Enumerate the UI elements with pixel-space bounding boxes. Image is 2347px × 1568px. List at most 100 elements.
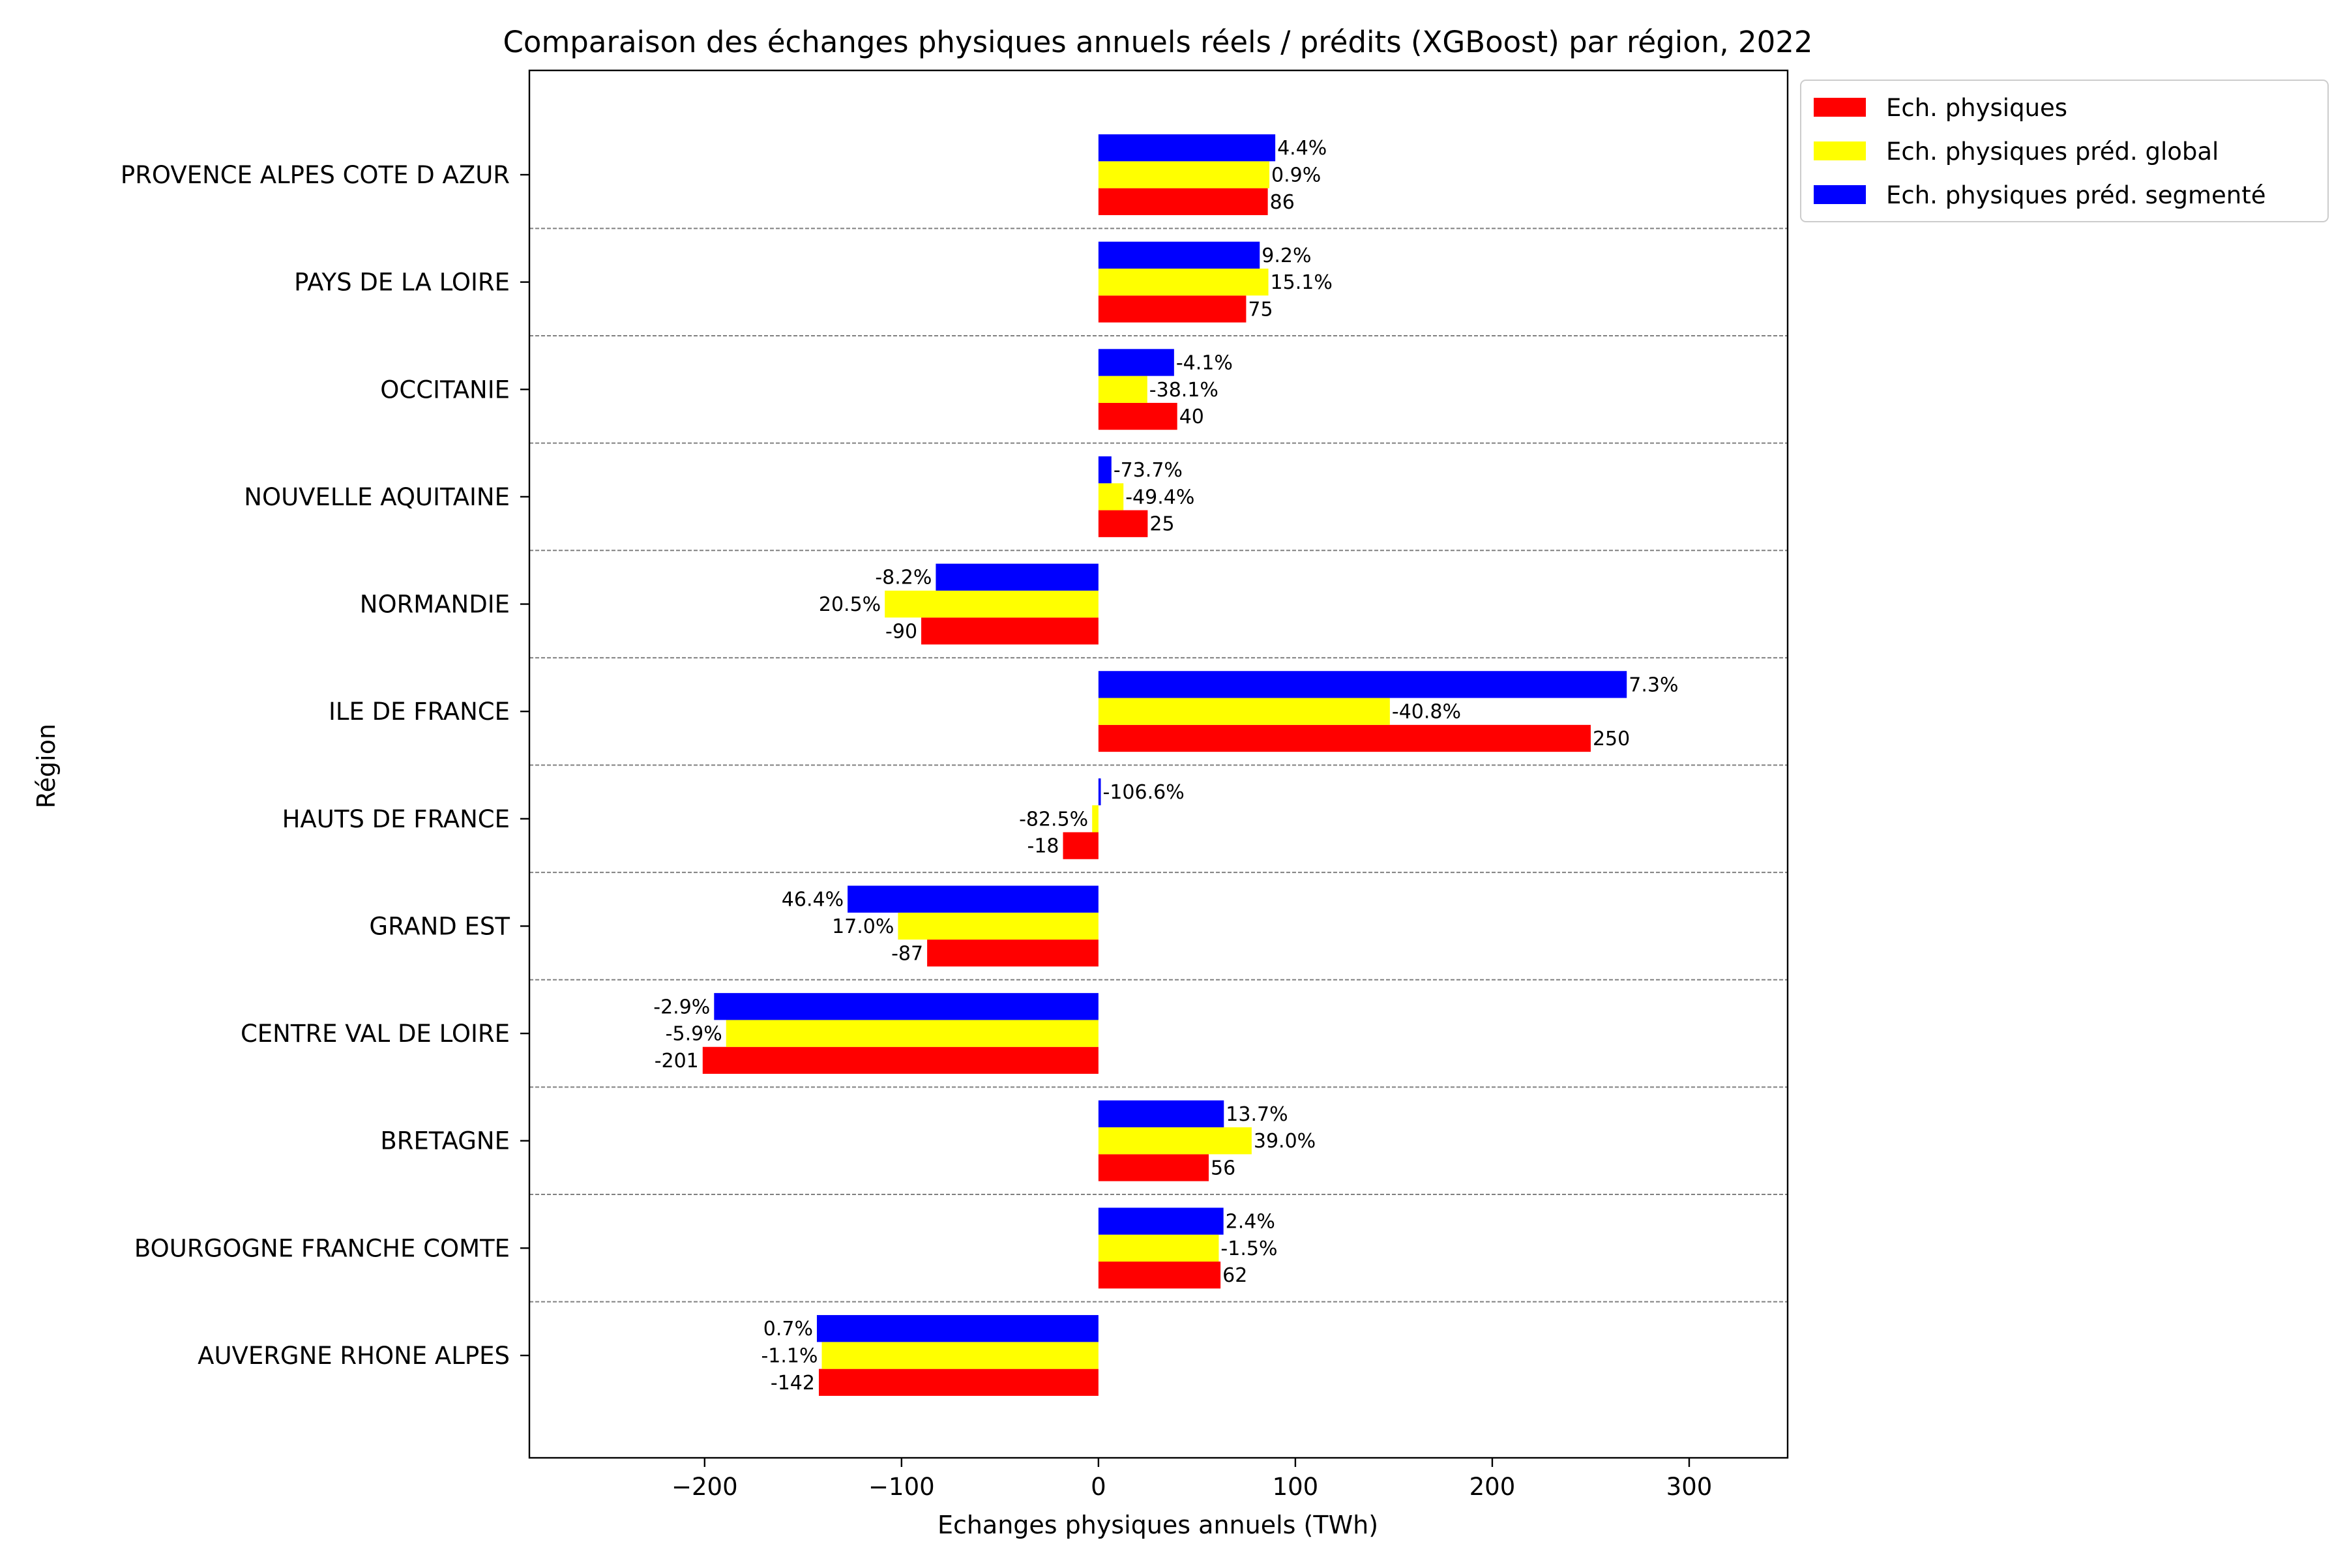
bar	[1098, 376, 1147, 403]
bar	[1098, 1100, 1224, 1128]
bar-value-label: -142	[771, 1372, 815, 1395]
bar-value-label: 39.0%	[1254, 1130, 1316, 1153]
legend-swatch	[1814, 98, 1866, 117]
category-label: CENTRE VAL DE LOIRE	[241, 1020, 510, 1048]
bar-value-label: -90	[885, 620, 917, 643]
bar-value-label: -38.1%	[1149, 379, 1218, 402]
bar-value-label: 15.1%	[1271, 271, 1333, 294]
legend-swatch	[1814, 185, 1866, 204]
bar-value-label: -49.4%	[1125, 486, 1194, 509]
bar	[1098, 402, 1177, 430]
category-label: NOUVELLE AQUITAINE	[244, 483, 510, 511]
bar	[1098, 1262, 1221, 1289]
bar-value-label: -82.5%	[1019, 808, 1088, 831]
bar-value-label: -5.9%	[666, 1023, 722, 1046]
bar	[1098, 241, 1260, 269]
bar	[1063, 832, 1099, 859]
bar	[1098, 778, 1101, 806]
bar	[1098, 1207, 1224, 1235]
category-label: OCCITANIE	[380, 376, 510, 404]
bar-value-label: -201	[655, 1050, 699, 1072]
bar-value-label: 25	[1149, 513, 1174, 536]
bar	[1098, 724, 1591, 752]
bar-value-label: 9.2%	[1262, 244, 1311, 267]
legend-label: Ech. physiques préd. segmenté	[1886, 181, 2266, 209]
bar-value-label: 17.0%	[832, 915, 894, 938]
x-axis-label: Echanges physiques annuels (TWh)	[937, 1511, 1378, 1539]
bar	[898, 912, 1099, 940]
bar-value-label: -106.6%	[1103, 781, 1185, 804]
bar	[936, 563, 1099, 591]
bar-value-label: 46.4%	[782, 889, 844, 911]
bar	[1092, 805, 1099, 833]
bar	[1098, 671, 1627, 698]
x-tick-label: 200	[1469, 1473, 1516, 1501]
plot-area: -142 62 56 -201 -87 -18 250 -90 25 40 75 86 -1.1% -1.…	[121, 69, 1789, 1501]
bar	[1098, 349, 1174, 376]
bar-value-label: 40	[1179, 406, 1204, 428]
bar	[816, 1315, 1099, 1342]
bar-value-label: 4.4%	[1277, 137, 1327, 160]
y-axis-label: Région	[32, 724, 61, 808]
bar	[1098, 1127, 1252, 1155]
x-tick-label: 300	[1666, 1473, 1713, 1501]
bar-value-label: 250	[1593, 728, 1630, 750]
bar	[726, 1020, 1099, 1047]
bar-value-label: 0.7%	[763, 1318, 813, 1340]
legend-label: Ech. physiques	[1886, 94, 2067, 122]
bar	[1098, 134, 1276, 162]
category-label: PAYS DE LA LOIRE	[294, 269, 510, 297]
bar-value-label: -1.5%	[1220, 1237, 1277, 1260]
bar-value-label: -1.1%	[761, 1345, 818, 1368]
bar	[714, 993, 1099, 1020]
bar	[1098, 456, 1112, 484]
bar-value-label: 86	[1270, 191, 1295, 214]
bar	[885, 590, 1099, 618]
category-label: HAUTS DE FRANCE	[282, 805, 510, 833]
bar	[1098, 268, 1269, 296]
plot-frame	[528, 69, 1789, 1459]
category-label: BOURGOGNE FRANCHE COMTE	[134, 1234, 510, 1262]
category-label: GRAND EST	[369, 912, 510, 940]
bar-value-label: 62	[1222, 1264, 1247, 1287]
bar-value-label: 75	[1248, 298, 1273, 321]
bar	[1098, 698, 1390, 725]
x-tick-label: −100	[868, 1473, 935, 1501]
bar	[1098, 483, 1124, 510]
bar	[1098, 161, 1270, 188]
bar-value-label: -2.9%	[653, 996, 710, 1018]
bar-value-label: -87	[891, 942, 923, 965]
bar-value-label: -4.1%	[1176, 351, 1233, 374]
bar-value-label: 7.3%	[1629, 673, 1678, 696]
bar	[818, 1368, 1099, 1396]
bar-value-label: 13.7%	[1226, 1103, 1288, 1126]
category-label: AUVERGNE RHONE ALPES	[198, 1342, 510, 1370]
category-label: BRETAGNE	[380, 1127, 510, 1155]
legend-swatch	[1814, 141, 1866, 160]
bar	[702, 1046, 1099, 1074]
category-label: PROVENCE ALPES COTE D AZUR	[121, 161, 510, 189]
x-tick-label: 0	[1091, 1473, 1106, 1501]
bar	[1098, 188, 1268, 215]
x-tick-label: −200	[672, 1473, 738, 1501]
bar-value-label: -8.2%	[875, 567, 932, 589]
bar-value-label: -73.7%	[1114, 459, 1183, 482]
bar	[927, 939, 1099, 967]
bar	[1098, 510, 1148, 537]
x-tick-label: 100	[1273, 1473, 1319, 1501]
bar	[821, 1342, 1099, 1369]
chart-title: Comparaison des échanges physiques annue…	[503, 25, 1813, 59]
bar-value-label: 2.4%	[1226, 1211, 1275, 1234]
category-label: NORMANDIE	[360, 591, 510, 619]
bar-value-label: 20.5%	[819, 593, 881, 616]
bar	[1098, 1154, 1209, 1181]
category-label: ILE DE FRANCE	[329, 698, 510, 726]
legend-box	[1800, 80, 2329, 222]
bar-value-label: -40.8%	[1392, 701, 1461, 724]
bar	[1098, 295, 1247, 323]
bar	[1098, 1234, 1219, 1262]
bar-value-label: -18	[1027, 835, 1059, 858]
bar	[848, 885, 1099, 913]
